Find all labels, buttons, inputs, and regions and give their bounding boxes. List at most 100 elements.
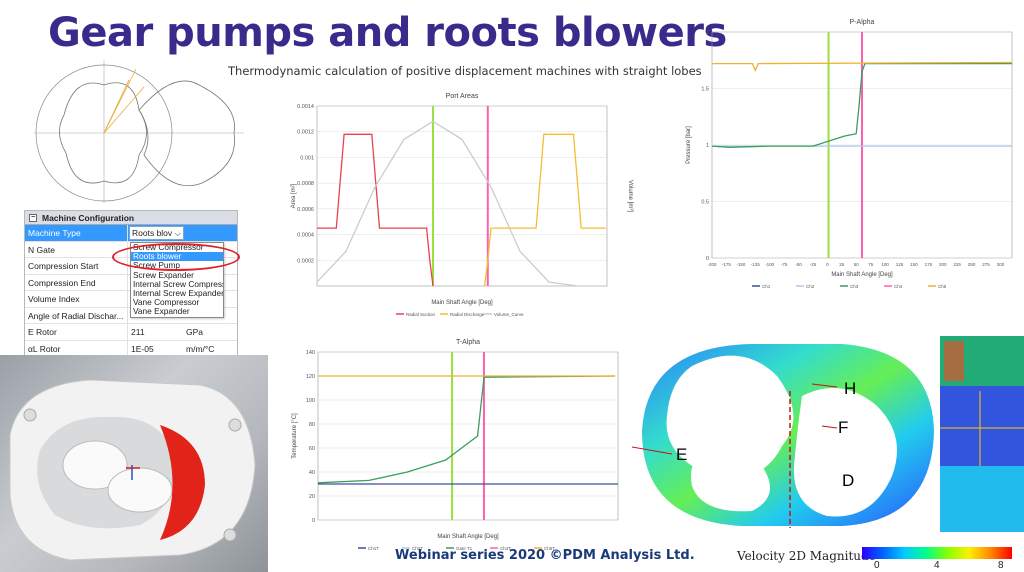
- y-axis-label: Pressure [bar]: [686, 126, 692, 164]
- x-tick-label: 25: [839, 262, 845, 267]
- port-areas-chart: Port Areas 0.0014 0.0012 0.001 0.0008 0.0006 0…: [291, 93, 633, 317]
- prop-label: Angle of Radial Dischar...: [25, 307, 128, 323]
- dropdown-option[interactable]: Internal Screw Compress: [133, 279, 223, 289]
- legend-label: Volume_Curve: [494, 312, 524, 317]
- slide-subtitle: Thermodynamic calculation of positive di…: [228, 64, 702, 78]
- cfd-label-d: D: [842, 471, 854, 490]
- chevron-down-icon[interactable]: ⌵: [174, 228, 181, 238]
- prop-label: Machine Type: [25, 225, 128, 241]
- prop-label: Compression End: [25, 274, 128, 290]
- x-tick-label: -150: [736, 262, 746, 267]
- legend-label: Ch4: [894, 284, 903, 289]
- x-tick-label: 250: [968, 262, 976, 267]
- y-tick-label: 140: [306, 350, 315, 356]
- t-alpha-chart: T-Alpha 140 120 100 80 60 40 20 0 Main Shaft Angl…: [292, 339, 619, 551]
- y-tick-label: 0.0014: [297, 104, 314, 110]
- slide-title: Gear pumps and roots blowers: [48, 10, 727, 56]
- y-tick-label: 60: [309, 446, 315, 452]
- legend-label: Ch5T: [544, 546, 555, 551]
- y-tick-label: 0.0008: [297, 181, 314, 187]
- legend-label: Radial Suction: [406, 312, 436, 317]
- y-tick-label: 0.0012: [297, 130, 314, 136]
- x-tick-label: -175: [722, 262, 732, 267]
- plot-area: [317, 351, 619, 521]
- prop-label: Compression Start: [25, 258, 128, 274]
- x-tick-label: 50: [854, 262, 860, 267]
- dropdown-option[interactable]: Vane Compressor: [133, 298, 200, 308]
- legend-label: Ch5: [938, 284, 947, 289]
- cfd-label-h: H: [844, 379, 856, 398]
- x-tick-label: -200: [707, 262, 717, 267]
- y-tick-label: 0: [312, 518, 315, 524]
- y-tick-label: 0.5: [701, 200, 709, 206]
- legend-label: Gate T1: [456, 546, 473, 551]
- x-tick-label: -50: [795, 262, 802, 267]
- velocity-tick: 0: [874, 560, 880, 571]
- config-header[interactable]: − Machine Configuration: [25, 211, 237, 225]
- prop-label: αL Rotor: [25, 340, 128, 356]
- plot-area: [316, 105, 608, 287]
- highlight-oval: [112, 243, 240, 271]
- y-tick-label: 40: [309, 470, 315, 476]
- cfd-velocity-contour: H F E D: [632, 344, 934, 528]
- series-line: [712, 61, 1012, 73]
- prop-label: Volume Index: [25, 291, 128, 307]
- y-tick-label: 0.0004: [297, 233, 314, 239]
- config-row[interactable]: E Rotor 211 GPa: [25, 324, 237, 341]
- x-tick-label: 225: [953, 262, 961, 267]
- y-tick-label: 2: [706, 30, 709, 36]
- velocity-tick: 8: [998, 560, 1004, 571]
- y-tick-label: 100: [306, 398, 315, 404]
- y-tick-label: 20: [309, 494, 315, 500]
- series-line: [711, 62, 1012, 148]
- cfd-label-f: F: [838, 418, 848, 437]
- x-tick-label: -75: [781, 262, 788, 267]
- x-axis-label: Main Shaft Angle [Deg]: [437, 534, 499, 540]
- y-tick-label: 120: [306, 374, 315, 380]
- prop-unit: GPa: [186, 327, 204, 337]
- config-row[interactable]: Angle of Radial Dischar...: [25, 307, 237, 324]
- dropdown-option[interactable]: Internal Screw Expander: [133, 288, 223, 298]
- dropdown-option[interactable]: Screw Expander: [133, 270, 194, 280]
- x-tick-label: -25: [810, 262, 817, 267]
- y-tick-label: 1.5: [701, 87, 709, 93]
- prop-value[interactable]: 1E-05: [131, 343, 154, 354]
- x-tick-label: 275: [982, 262, 990, 267]
- series-line: [317, 133, 434, 287]
- x-tick-label: 175: [925, 262, 933, 267]
- chart-title: Port Areas: [446, 93, 479, 100]
- series-line: [316, 120, 579, 287]
- y-axis-label: Area [m²]: [291, 183, 297, 208]
- velocity-tick: 4: [934, 560, 940, 571]
- prop-value[interactable]: 211: [131, 327, 145, 337]
- config-row-machine-type[interactable]: Machine Type Roots blov ⌵: [25, 225, 237, 242]
- prop-unit: m/m/°C: [186, 343, 215, 354]
- y-tick-label: 0.0006: [297, 207, 314, 213]
- y-tick-label: 80: [309, 422, 315, 428]
- x-tick-label: 100: [881, 262, 889, 267]
- legend-label: Ch2T: [412, 546, 423, 551]
- x-tick-label: 75: [868, 262, 874, 267]
- footer-credit: Webinar series 2020 ©PDM Analysis Ltd.: [395, 548, 695, 563]
- legend-label: Ch3: [850, 284, 859, 289]
- machine-type-select[interactable]: Roots blov ⌵: [129, 226, 184, 240]
- cfd-side-view: [940, 336, 1024, 532]
- y-tick-label: 0.0002: [297, 258, 314, 264]
- x-tick-label: -100: [765, 262, 775, 267]
- chart-title: P-Alpha: [850, 19, 875, 26]
- collapse-icon[interactable]: −: [29, 213, 37, 222]
- legend-label: Ch1: [762, 284, 771, 289]
- legend-label: Ch4T: [500, 546, 511, 551]
- dropdown-option[interactable]: Vane Expander: [133, 307, 190, 317]
- y-tick-label: 0: [706, 256, 709, 262]
- x-tick-label: 0: [826, 262, 829, 267]
- y2-axis-label: Volume [m³]: [627, 180, 633, 212]
- velocity-colorbar: [862, 547, 1012, 559]
- series-line: [317, 375, 615, 484]
- x-tick-label: 300: [997, 262, 1005, 267]
- legend-label: Radial Discharge: [450, 312, 485, 317]
- legend-label: Ch1T: [368, 546, 379, 551]
- x-tick-label: 150: [910, 262, 918, 267]
- chart-title: T-Alpha: [456, 339, 480, 346]
